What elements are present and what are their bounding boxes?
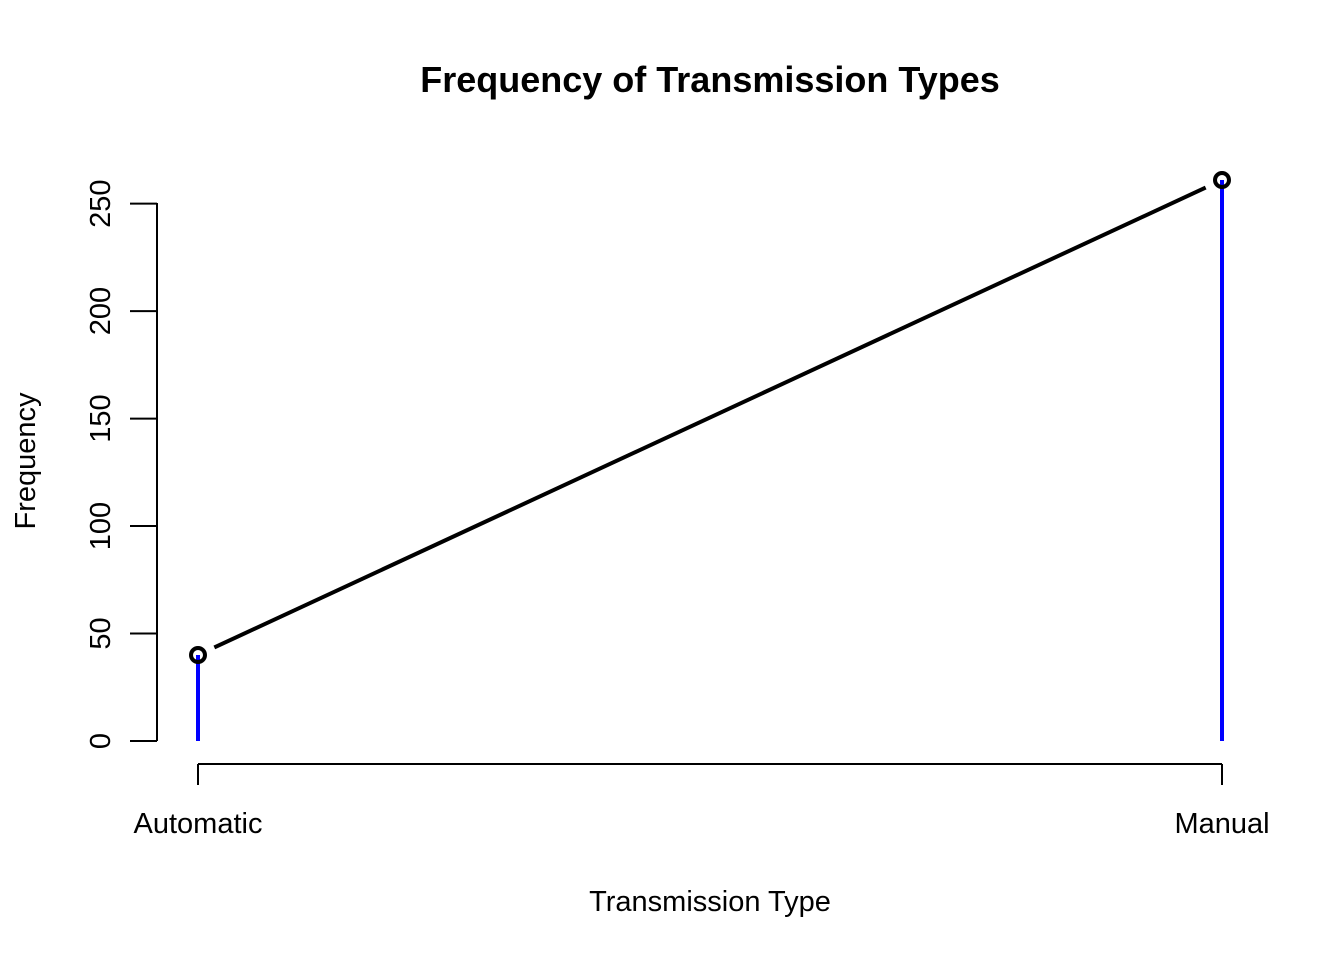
x-axis-label: Transmission Type [589,886,831,918]
y-axis-label: Frequency [10,392,42,530]
chart-title: Frequency of Transmission Types [420,59,1000,100]
y-tick-label: 150 [85,394,117,442]
plot-area [189,171,1231,741]
y-axis: 0 50 100 150 200 250 [85,179,158,749]
data-point [1213,171,1231,189]
y-tick-label: 100 [85,502,117,550]
y-tick-label: 0 [85,733,117,749]
data-point [189,646,207,665]
x-axis: Automatic Manual [134,763,1270,840]
x-tick-label: Automatic [134,808,263,840]
y-tick-label: 50 [85,617,117,649]
x-tick-label: Manual [1174,808,1269,840]
y-tick-label: 200 [85,287,117,335]
series-line-segment [213,185,1207,650]
y-tick-label: 250 [85,179,117,227]
